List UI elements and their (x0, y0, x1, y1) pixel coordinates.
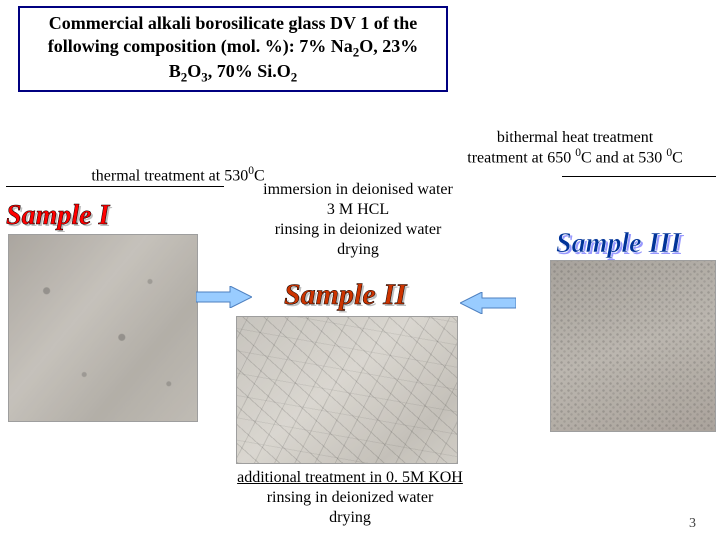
step-line: drying (200, 508, 500, 528)
divider-left (6, 186, 224, 187)
divider-right (562, 176, 716, 177)
process-steps-bottom: additional treatment in 0. 5M KOH rinsin… (200, 468, 500, 528)
step-line: rinsing in deionized water (200, 488, 500, 508)
page-number: 3 (689, 516, 696, 532)
title-box: Commercial alkali borosilicate glass DV … (18, 6, 448, 92)
step-line: rinsing in deionized water (224, 220, 492, 240)
step-line: immersion in deionised water (224, 180, 492, 200)
sample-2-label: Sample II (284, 278, 407, 312)
process-steps-middle: immersion in deionised water 3 M HCL rin… (224, 180, 492, 260)
arrow-icon (196, 286, 252, 308)
arrow-icon (460, 292, 516, 314)
sample-1-image (8, 234, 198, 422)
step-line-underlined: additional treatment in 0. 5M KOH (200, 468, 500, 488)
sample-3-image (550, 260, 716, 432)
arrow-to-sample2-left (196, 286, 252, 308)
arrow-to-sample2-right (460, 292, 516, 314)
sample-2-image (236, 316, 458, 464)
bithermal-caption: bithermal heat treatmenttreatment at 650… (440, 128, 710, 168)
sample-3-label: Sample III (556, 228, 681, 260)
step-line: 3 M HCL (224, 200, 492, 220)
step-line: drying (224, 240, 492, 260)
title-text: Commercial alkali borosilicate glass DV … (48, 13, 419, 81)
sample-1-label: Sample I (6, 200, 109, 232)
